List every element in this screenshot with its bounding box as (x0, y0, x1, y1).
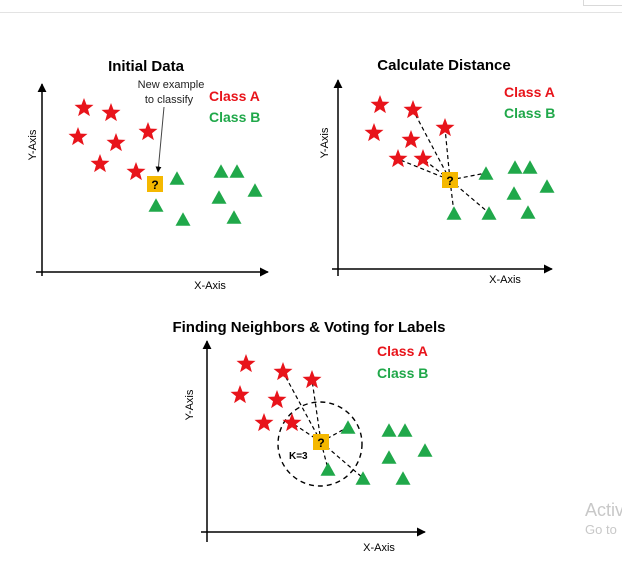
legend-class-a: Class A (209, 88, 260, 104)
class-a-star (254, 413, 274, 432)
window-top-bar (0, 0, 622, 13)
class-a-star (370, 95, 390, 114)
class-a-star (435, 118, 455, 137)
class-a-star (138, 122, 158, 141)
panel-voting: Finding Neighbors & Voting for Labels X-… (172, 319, 445, 554)
windows-activation-watermark: Activ Go to (585, 500, 622, 537)
class-a-star (401, 130, 421, 149)
class-b-triangle (522, 160, 538, 174)
class-a-star (302, 370, 322, 389)
query-label: ? (317, 436, 324, 450)
legend-class-b: Class B (504, 105, 555, 121)
class-b-triangle (229, 164, 245, 178)
legend-class-a: Class A (377, 343, 428, 359)
distance-line (449, 179, 455, 214)
class-b-triangle (381, 423, 397, 437)
query-marker (313, 434, 329, 450)
class-b-triangle (397, 423, 413, 437)
x-axis-label: X-Axis (489, 274, 521, 286)
class-a-star (364, 123, 384, 142)
x-axis-label: X-Axis (363, 542, 395, 554)
watermark-text: Activ (585, 500, 622, 520)
data-points (230, 354, 433, 485)
class-b-triangle (148, 198, 164, 212)
class-a-star (236, 354, 256, 373)
distance-line (449, 172, 487, 181)
distance-line (311, 379, 322, 443)
class-b-triangle (175, 212, 191, 226)
class-b-triangle (247, 183, 263, 197)
class-b-triangle (213, 164, 229, 178)
query-label: ? (446, 174, 453, 188)
x-axis-label: X-Axis (194, 280, 226, 292)
query-label: ? (151, 178, 158, 192)
data-points (68, 98, 263, 226)
k-label: K=3 (289, 451, 308, 462)
class-b-triangle (211, 190, 227, 204)
class-b-triangle (446, 206, 462, 220)
annotation-text: New example (138, 79, 205, 91)
class-b-triangle (395, 471, 411, 485)
panel-title: Finding Neighbors & Voting for Labels (172, 319, 445, 336)
query-point: ? (442, 172, 458, 188)
class-b-triangle (226, 210, 242, 224)
distance-line (397, 158, 451, 181)
y-axis-label: Y-Axis (27, 129, 39, 160)
class-b-triangle (520, 205, 536, 219)
annotation-text: to classify (145, 94, 194, 106)
class-a-star (126, 162, 146, 181)
watermark-text: Go to (585, 521, 617, 537)
class-b-triangle (506, 186, 522, 200)
legend-class-b: Class B (209, 109, 260, 125)
class-b-triangle (478, 166, 494, 180)
distance-line (282, 371, 322, 443)
class-b-triangle (320, 462, 336, 476)
panel-calculate-distance: Calculate Distance X-Axis Y-Axis Class A… (319, 57, 555, 286)
panel-title: Calculate Distance (377, 57, 510, 74)
class-b-triangle (417, 443, 433, 457)
query-marker (442, 172, 458, 188)
legend-class-b: Class B (377, 365, 428, 381)
y-axis-label: Y-Axis (184, 389, 196, 420)
class-a-star (388, 149, 408, 168)
panel-title: Initial Data (108, 58, 185, 75)
query-point: ? (147, 176, 163, 192)
class-a-star (403, 100, 423, 119)
class-a-star (74, 98, 94, 117)
class-b-triangle (539, 179, 555, 193)
annotation-arrow (155, 106, 165, 173)
class-b-triangle (507, 160, 523, 174)
class-a-star (68, 127, 88, 146)
y-axis-label: Y-Axis (319, 127, 331, 158)
neighbor-circle (277, 401, 363, 487)
class-b-triangle (481, 206, 497, 220)
class-a-star (282, 413, 302, 432)
class-a-star (106, 133, 126, 152)
class-a-star (267, 390, 287, 409)
window-tab[interactable] (583, 0, 622, 6)
data-points (364, 95, 555, 220)
distance-line (320, 426, 349, 443)
distance-line (291, 422, 322, 443)
class-a-star (273, 362, 293, 381)
class-a-star (413, 149, 433, 168)
query-point: ? (313, 434, 329, 450)
class-b-triangle (355, 471, 371, 485)
panel-initial-data: Initial Data X-Axis Y-Axis Class A Class… (27, 58, 269, 292)
class-b-triangle (381, 450, 397, 464)
query-marker (147, 176, 163, 192)
class-a-star (101, 103, 121, 122)
legend-class-a: Class A (504, 84, 555, 100)
class-b-triangle (340, 420, 356, 434)
distance-line (444, 127, 451, 181)
distance-line (412, 109, 451, 181)
class-a-star (90, 154, 110, 173)
class-a-star (230, 385, 250, 404)
class-b-triangle (169, 171, 185, 185)
